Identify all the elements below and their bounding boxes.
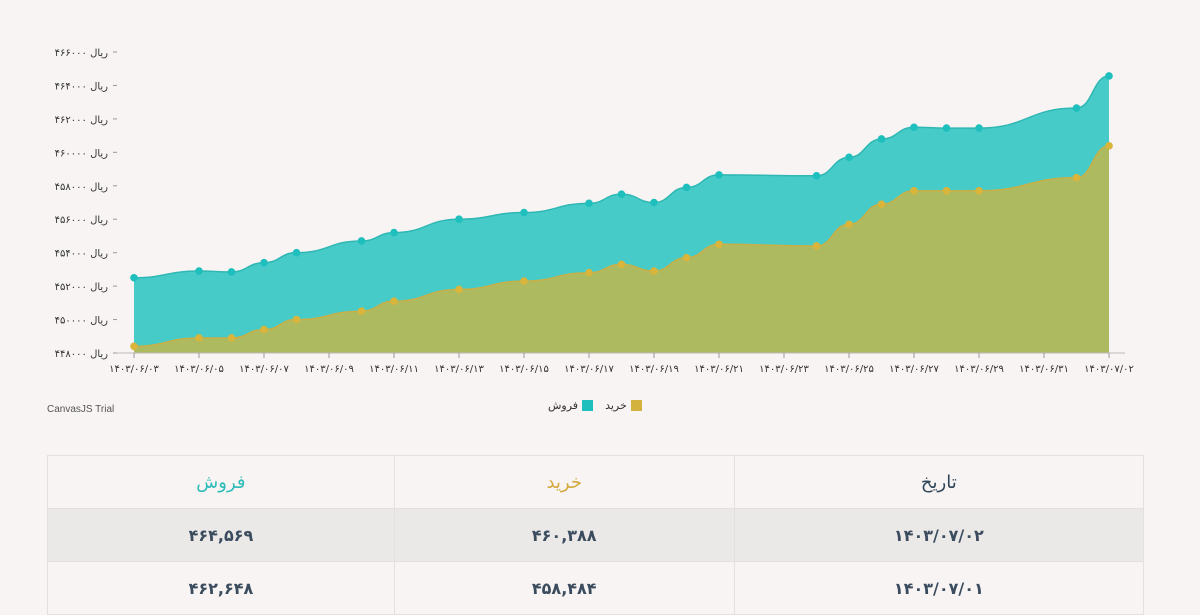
data-point-buy xyxy=(812,242,821,250)
data-point-buy xyxy=(617,260,626,269)
data-point-buy xyxy=(585,268,593,277)
x-tick-label: ۱۴۰۳/۰۶/۱۳ xyxy=(434,364,484,375)
data-point-buy xyxy=(975,186,983,195)
data-point-sell xyxy=(682,183,691,192)
data-point-sell xyxy=(812,171,821,180)
series-line-buy xyxy=(133,145,1110,348)
data-point-sell xyxy=(130,273,138,282)
data-point-buy xyxy=(455,285,463,294)
data-point-sell xyxy=(975,124,983,132)
data-point-sell xyxy=(877,135,886,143)
data-point-sell xyxy=(292,248,301,257)
header-buy: خرید xyxy=(393,455,735,509)
legend-item-sell[interactable]: فروش xyxy=(548,399,594,412)
x-tick-label: ۱۴۰۳/۰۶/۰۳ xyxy=(109,364,159,375)
cell-buy: ۴۶۰,۳۸۸ xyxy=(393,508,735,562)
y-tick-label: ۴۵۴۰۰۰ ریال xyxy=(55,249,109,260)
header-date: تاریخ xyxy=(733,455,1145,509)
data-point-buy xyxy=(1072,173,1081,182)
cell-buy: ۴۵۸,۴۸۴ xyxy=(393,561,735,615)
x-tick-label: ۱۴۰۳/۰۷/۰۲ xyxy=(1084,364,1134,375)
price-table: تاریخ خرید فروش ۱۴۰۳/۰۷/۰۲ ۴۶۰,۳۸۸ ۴۶۴,۵… xyxy=(47,455,1145,615)
area-chart-svg: ۴۴۸۰۰۰ ریال ۴۵۰۰۰۰ ریال ۴۵۲۰۰۰ ریال ۴۵۴۰۰۰ … xyxy=(55,48,1134,375)
data-point-sell xyxy=(195,267,203,275)
data-point-buy xyxy=(877,200,886,208)
data-point-sell xyxy=(357,237,366,245)
y-tick-label: ۴۶۲۰۰۰ ریال xyxy=(55,115,109,126)
x-tick-label: ۱۴۰۳/۰۶/۰۹ xyxy=(304,364,354,375)
data-point-sell xyxy=(715,171,723,179)
x-tick-label: ۱۴۰۳/۰۶/۱۵ xyxy=(499,364,549,375)
data-point-buy xyxy=(682,253,691,262)
data-point-buy xyxy=(227,334,236,342)
cell-sell: ۴۶۲,۶۴۸ xyxy=(47,561,395,615)
y-tick-label: ۴۵۸۰۰۰ ریال xyxy=(55,182,109,193)
data-point-sell xyxy=(845,153,853,162)
y-tick-label: ۴۴۸۰۰۰ ریال xyxy=(55,349,109,360)
x-tick-label: ۱۴۰۳/۰۶/۲۷ xyxy=(889,364,939,375)
data-point-buy xyxy=(845,220,853,229)
data-point-sell xyxy=(260,258,268,267)
data-point-sell xyxy=(1072,104,1081,112)
legend-label-buy: خرید xyxy=(605,399,627,412)
y-tick-label: ۴۶۰۰۰۰ ریال xyxy=(55,148,109,159)
x-tick-label: ۱۴۰۳/۰۶/۱۹ xyxy=(629,364,679,375)
data-point-buy xyxy=(292,315,301,324)
legend-item-buy[interactable]: خرید xyxy=(605,399,642,412)
legend-swatch-sell xyxy=(582,400,594,411)
data-point-buy xyxy=(260,325,268,334)
x-tick-label: ۱۴۰۳/۰۶/۰۷ xyxy=(239,364,289,375)
legend-label-sell: فروش xyxy=(548,399,579,412)
x-tick-label: ۱۴۰۳/۰۶/۳۱ xyxy=(1019,364,1069,375)
chart-legend: خرید فروش xyxy=(548,399,642,412)
x-tick-label: ۱۴۰۳/۰۶/۱۱ xyxy=(369,364,419,375)
data-point-sell xyxy=(1105,72,1113,80)
series-line-sell xyxy=(133,75,1110,279)
data-point-sell xyxy=(942,124,951,132)
table-header-row: تاریخ خرید فروش xyxy=(47,455,1145,509)
y-tick-label: ۴۵۲۰۰۰ ریال xyxy=(55,282,109,293)
data-point-buy xyxy=(650,267,658,275)
data-point-buy xyxy=(1105,142,1113,150)
x-tick-label: ۱۴۰۳/۰۶/۲۳ xyxy=(759,364,809,375)
x-tick-label: ۱۴۰۳/۰۶/۰۵ xyxy=(174,364,224,375)
y-tick-label: ۴۶۴۰۰۰ ریال xyxy=(55,81,109,92)
x-tick-label: ۱۴۰۳/۰۶/۲۱ xyxy=(694,364,744,375)
data-point-sell xyxy=(650,198,658,207)
y-tick-label: ۴۵۶۰۰۰ ریال xyxy=(55,215,109,226)
y-tick-label: ۴۵۰۰۰۰ ریال xyxy=(55,316,109,327)
data-point-buy xyxy=(715,240,723,249)
cell-date: ۱۴۰۳/۰۷/۰۲ xyxy=(733,508,1145,562)
data-point-buy xyxy=(357,307,366,315)
data-point-sell xyxy=(585,199,593,208)
x-tick-label: ۱۴۰۳/۰۶/۲۹ xyxy=(954,364,1004,375)
data-point-buy xyxy=(390,297,398,305)
x-tick-label: ۱۴۰۳/۰۶/۲۵ xyxy=(824,364,874,375)
x-tick-label: ۱۴۰۳/۰۶/۱۷ xyxy=(564,364,614,375)
data-point-sell xyxy=(910,123,918,132)
header-sell: فروش xyxy=(47,455,395,509)
cell-date: ۱۴۰۳/۰۷/۰۱ xyxy=(733,561,1145,615)
watermark-text: CanvasJS Trial xyxy=(47,404,115,415)
data-point-buy xyxy=(520,277,528,285)
data-point-buy xyxy=(910,186,918,195)
table-row: ۱۴۰۳/۰۷/۰۱ ۴۵۸,۴۸۴ ۴۶۲,۶۴۸ xyxy=(47,561,1145,615)
data-point-sell xyxy=(227,268,236,276)
data-point-sell xyxy=(520,208,528,217)
cell-sell: ۴۶۴,۵۶۹ xyxy=(47,508,395,562)
data-point-sell xyxy=(455,215,463,224)
table-row: ۱۴۰۳/۰۷/۰۲ ۴۶۰,۳۸۸ ۴۶۴,۵۶۹ xyxy=(47,508,1145,562)
price-chart: ۴۴۸۰۰۰ ریال ۴۵۰۰۰۰ ریال ۴۵۲۰۰۰ ریال ۴۵۴۰۰۰ … xyxy=(55,48,1134,375)
data-point-buy xyxy=(195,334,203,342)
data-point-buy xyxy=(942,186,951,195)
legend-swatch-buy xyxy=(630,400,642,411)
data-point-buy xyxy=(130,342,138,351)
data-point-sell xyxy=(390,228,398,237)
y-tick-label: ۴۶۶۰۰۰ ریال xyxy=(55,48,109,59)
series-area-buy xyxy=(134,145,1109,353)
data-point-sell xyxy=(617,190,626,198)
